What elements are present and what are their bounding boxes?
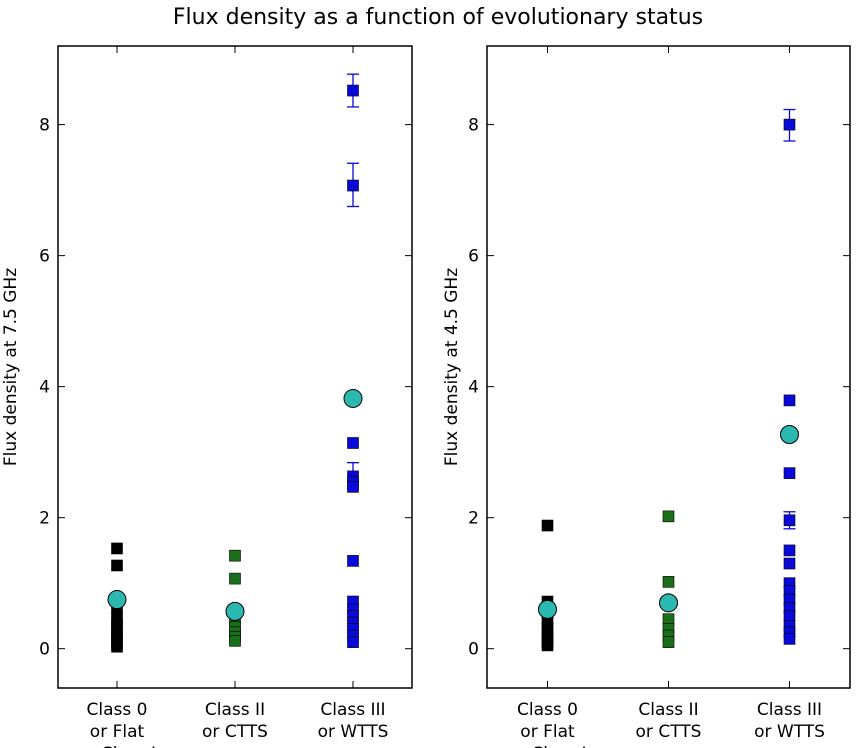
x-tick-label: Class II [638, 700, 698, 720]
x-tick-label: or Flat [90, 722, 145, 742]
y-axis-label: Flux density at 7.5 GHz [1, 268, 21, 466]
x-tick-label: or Class I [509, 744, 587, 748]
y-tick-label: 6 [39, 247, 50, 267]
data-point [662, 613, 675, 626]
y-tick-label: 8 [468, 116, 479, 136]
mean-point [659, 593, 678, 613]
y-tick-label: 0 [39, 640, 50, 660]
data-point [347, 481, 359, 493]
x-tick-label: Class 0 [87, 700, 148, 720]
data-point [783, 394, 796, 407]
data-point [662, 510, 675, 523]
x-tick-label: Class 0 [517, 700, 578, 720]
y-tick-label: 4 [39, 378, 50, 398]
data-point [783, 544, 796, 557]
y-tick-label: 2 [468, 509, 479, 529]
data-point [662, 576, 675, 588]
mean-point [343, 388, 363, 408]
marks-layer [107, 73, 363, 653]
data-point [783, 467, 796, 479]
x-tick-label: Class III [757, 700, 822, 720]
y-axis-label: Flux density at 4.5 GHz [442, 268, 462, 466]
x-tick-label: or WTTS [754, 722, 825, 742]
mean-point [225, 601, 245, 621]
y-tick-label: 2 [39, 509, 50, 529]
data-point [347, 179, 359, 192]
data-point [229, 549, 241, 562]
data-point [783, 118, 796, 131]
data-point [783, 610, 796, 622]
x-tick-label: or Flat [520, 722, 575, 742]
plot-frame [486, 45, 851, 689]
data-point [783, 557, 796, 570]
y-tick-label: 4 [468, 378, 479, 398]
data-point [347, 555, 359, 567]
data-point [347, 84, 359, 97]
x-tick-label: or CTTS [636, 722, 702, 742]
data-point [111, 559, 123, 572]
data-point [662, 636, 675, 648]
mean-point [538, 599, 557, 619]
x-tick-label: or CTTS [202, 722, 268, 742]
data-point [541, 639, 554, 652]
data-point [541, 519, 554, 532]
data-point [347, 636, 359, 648]
x-tick-label: Class II [205, 700, 265, 720]
marks-layer [538, 108, 799, 652]
x-tick-label: or Class I [78, 744, 156, 748]
data-point [783, 514, 796, 527]
figure-title: Flux density as a function of evolutiona… [173, 5, 703, 30]
data-point [111, 640, 123, 653]
data-point [229, 635, 241, 647]
y-tick-label: 8 [39, 116, 50, 136]
mean-point [780, 424, 799, 444]
data-point [783, 633, 796, 645]
x-tick-label: Class III [320, 700, 385, 720]
data-point [229, 572, 241, 585]
plot-frame [57, 45, 413, 689]
x-tick-label: or WTTS [318, 722, 389, 742]
mean-point [107, 590, 127, 610]
data-point [111, 542, 123, 555]
data-point [347, 437, 359, 449]
y-tick-label: 0 [468, 640, 479, 660]
y-tick-label: 6 [468, 247, 479, 267]
